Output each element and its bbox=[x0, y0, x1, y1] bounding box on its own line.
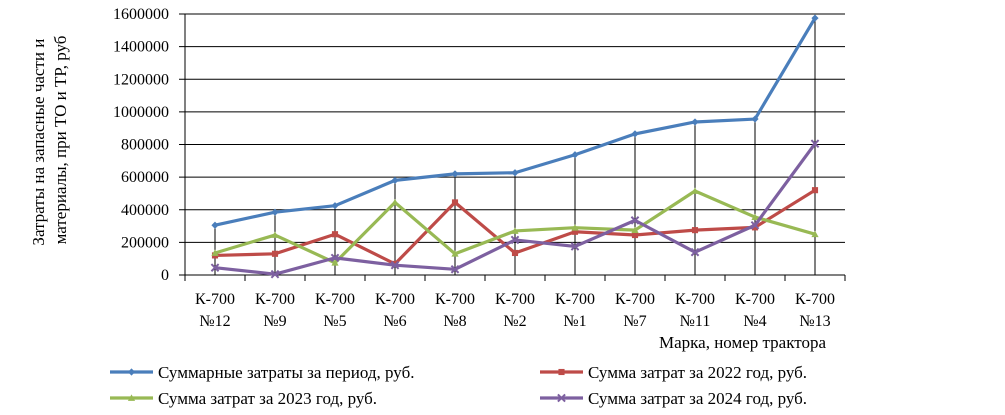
x-tick-label: К-700 №8 bbox=[435, 291, 475, 330]
legend-label: Сумма затрат за 2023 год, руб. bbox=[158, 389, 377, 408]
data-point bbox=[811, 230, 819, 238]
x-tick-label: К-700 №11 bbox=[675, 291, 715, 330]
data-point bbox=[691, 187, 699, 194]
series-1 bbox=[211, 14, 819, 229]
data-point bbox=[571, 224, 579, 231]
y-tick-label: 1200000 bbox=[113, 71, 169, 88]
legend-marker bbox=[127, 394, 136, 401]
data-point bbox=[571, 151, 579, 159]
y-tick-label: 1600000 bbox=[113, 6, 169, 23]
x-tick-labels: К-700 №12 К-700 №9 К-700 №5 К-700 №6 К-700 №8 К-70… bbox=[195, 291, 835, 330]
drop-lines bbox=[214, 18, 816, 275]
y-tick-label: 200000 bbox=[121, 234, 169, 251]
x-tick-label: К-700 №12 bbox=[195, 291, 235, 330]
data-point bbox=[331, 202, 339, 210]
data-point bbox=[451, 199, 459, 206]
data-point bbox=[751, 213, 759, 220]
series-layer bbox=[210, 14, 820, 279]
series-3 bbox=[211, 187, 819, 266]
data-point bbox=[810, 139, 820, 148]
y-tick-labels: 0 200000 400000 600000 800000 1000000 1200000 1… bbox=[113, 6, 169, 284]
y-axis-title-line-1: Затраты на запасные части и bbox=[29, 39, 48, 246]
data-point bbox=[571, 228, 579, 235]
x-tick-label: К-700 №5 bbox=[315, 291, 355, 330]
legend-marker bbox=[558, 368, 565, 376]
y-tick-label: 1000000 bbox=[113, 104, 169, 121]
y-tick-label: 800000 bbox=[121, 137, 169, 154]
data-point bbox=[750, 220, 760, 230]
x-tick-label: К-700 №7 bbox=[615, 291, 655, 330]
data-point bbox=[691, 118, 699, 126]
y-tick-label: 400000 bbox=[121, 202, 169, 219]
chart-legend: Суммарные затраты за период, руб. Сумма з… bbox=[110, 363, 807, 408]
data-point bbox=[391, 176, 399, 184]
data-point bbox=[451, 250, 459, 257]
data-point bbox=[271, 250, 279, 257]
data-point bbox=[271, 208, 279, 216]
legend-label: Сумма затрат за 2024 год, руб. bbox=[588, 389, 807, 408]
data-point bbox=[811, 187, 819, 194]
data-point bbox=[570, 242, 580, 251]
data-point bbox=[390, 260, 400, 270]
data-point bbox=[751, 224, 759, 231]
legend-item: Сумма затрат за 2022 год, руб. bbox=[540, 363, 807, 382]
legend-marker bbox=[127, 368, 136, 376]
data-point bbox=[631, 226, 639, 234]
x-tick-label: К-700 №4 bbox=[735, 291, 775, 330]
data-point bbox=[331, 259, 339, 266]
data-point bbox=[751, 115, 759, 123]
data-point bbox=[631, 130, 639, 138]
data-point bbox=[690, 247, 700, 257]
data-point bbox=[691, 227, 699, 234]
data-point bbox=[511, 249, 519, 257]
x-tick-label: К-700 №2 bbox=[495, 291, 535, 330]
data-point bbox=[331, 231, 339, 238]
legend-marker bbox=[557, 393, 566, 403]
chart-axes bbox=[184, 14, 846, 281]
data-point bbox=[271, 231, 279, 238]
data-point bbox=[631, 231, 639, 239]
legend-item: Суммарные затраты за период, руб. bbox=[110, 363, 414, 382]
data-point bbox=[630, 216, 640, 225]
y-tick-label: 600000 bbox=[121, 169, 169, 186]
data-point bbox=[450, 264, 460, 274]
data-point bbox=[511, 169, 519, 177]
data-point bbox=[451, 170, 459, 178]
data-point bbox=[511, 227, 519, 234]
legend-item: Сумма затрат за 2024 год, руб. bbox=[540, 389, 807, 408]
data-point bbox=[330, 253, 340, 263]
data-point bbox=[510, 235, 520, 245]
data-point bbox=[210, 263, 220, 272]
series-2 bbox=[211, 187, 819, 267]
legend-item: Сумма затрат за 2023 год, руб. bbox=[110, 389, 377, 408]
x-axis-title: Марка, номер трактора bbox=[659, 333, 826, 352]
legend-label: Сумма затрат за 2022 год, руб. bbox=[588, 363, 807, 382]
data-point bbox=[811, 14, 819, 22]
data-point bbox=[270, 269, 280, 279]
x-tick-label: К-700 №13 bbox=[795, 291, 835, 330]
x-tick-label: К-700 №1 bbox=[555, 291, 595, 330]
x-tick-label: К-700 №6 bbox=[375, 291, 415, 330]
y-tick-label: 0 bbox=[161, 267, 169, 284]
data-point bbox=[211, 249, 219, 256]
series-4 bbox=[210, 139, 820, 279]
y-axis-title-line-2: материалы, при ТО и ТР, руб bbox=[51, 36, 70, 245]
data-point bbox=[211, 221, 219, 229]
legend-label: Суммарные затраты за период, руб. bbox=[158, 363, 414, 382]
x-tick-label: К-700 №9 bbox=[255, 291, 295, 330]
data-point bbox=[391, 198, 399, 206]
y-tick-label: 1400000 bbox=[113, 39, 169, 56]
y-axis-title: Затраты на запасные части и материалы, п… bbox=[29, 34, 70, 245]
